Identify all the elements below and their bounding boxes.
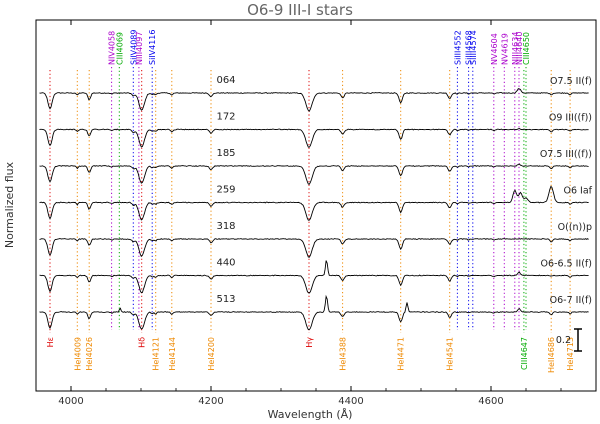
line-label-niii4640: NIII4640: [515, 32, 524, 65]
series-class-label: O6-6.5 II(f): [541, 259, 592, 270]
line-label-siiii4552: SiIII4552: [453, 30, 462, 65]
line-label-hei4009: HeI4009: [73, 337, 82, 371]
x-tick-label: 4000: [58, 396, 83, 407]
line-label-siiii4574: SiIII4574: [469, 30, 478, 65]
x-axis-label: Wavelength (Å): [268, 408, 353, 421]
line-label-hε: Hε: [46, 337, 55, 347]
x-axis-ticks: 4000 4200 4400 4600: [35, 20, 597, 407]
line-label-siiv4089: SiIV4089: [129, 30, 138, 66]
scale-bar-label: 0.2: [556, 335, 571, 346]
line-label-ciii4650: CIII4650: [522, 32, 531, 65]
series-id-label: 440: [216, 258, 235, 269]
x-tick-label: 4200: [198, 396, 223, 407]
line-label-hei4388: HeI4388: [339, 337, 348, 371]
line-label-hγ: Hγ: [305, 337, 314, 348]
line-label-ciii4069: CIII4069: [115, 32, 124, 65]
spectrum-line-172: [39, 128, 589, 148]
line-label-ciii4647: CIII4647: [520, 337, 529, 370]
series-class-label: O7.5 II(f): [550, 76, 592, 87]
line-label-siiii4568: SiIII4568: [465, 30, 474, 65]
line-label-hei4471: HeI4471: [397, 337, 406, 371]
series-class-label: O6 Iaf: [563, 186, 592, 197]
spectrum-line-440: [39, 260, 589, 294]
y-axis-label: Normalized flux: [3, 161, 16, 248]
line-label-nv4604: NV4604: [490, 33, 499, 65]
spectrum-line-259: [39, 185, 589, 221]
spectra-group: 064 O7.5 II(f) 172 O9 III((f)) 185 O7.5 III((…: [39, 75, 593, 331]
series-id-label: 259: [216, 185, 235, 196]
spectrum-line-318: [39, 238, 589, 258]
series-class-label: O9 III((f)): [549, 113, 592, 124]
line-label-hei4144: HeI4144: [168, 337, 177, 371]
line-label-hei4026: HeI4026: [85, 337, 94, 371]
series-id-label: 064: [216, 75, 235, 86]
chart-title: O6-9 III-I stars: [247, 1, 353, 19]
spectrum-line-513: [39, 294, 589, 331]
x-tick-label: 4600: [478, 396, 503, 407]
spectrum-line-064: [39, 88, 589, 112]
series-class-label: O((n))p: [558, 222, 592, 233]
plot-frame: [35, 19, 597, 392]
line-label-nv4619: NV4619: [500, 33, 509, 65]
line-label-niv4058: NIV4058: [108, 31, 117, 65]
line-label-hei4713: HeI4713: [566, 337, 575, 371]
series-class-label: O7.5 III((f)): [540, 149, 592, 160]
line-label-niii4097: NIII4097: [135, 32, 144, 65]
scale-bar: 0.2: [556, 328, 582, 352]
series-id-label: 185: [216, 148, 235, 159]
line-label-siiv4116: SiIV4116: [148, 30, 157, 66]
line-label-hei4541: HeI4541: [446, 337, 455, 371]
line-label-hei4121: HeI4121: [152, 337, 161, 371]
line-label-niii4634: NIII4634: [511, 32, 520, 65]
series-class-label: O6-7 II(f): [550, 295, 592, 306]
series-id-label: 318: [216, 221, 235, 232]
line-label-hδ: Hδ: [138, 337, 147, 348]
series-id-label: 172: [216, 112, 235, 123]
line-label-heii4686: HeII4686: [547, 337, 556, 373]
x-tick-label: 4400: [338, 396, 363, 407]
bottom-line-markers: Hε HeI4009 HeI4026 Hδ HeI4121 HeI4144 HeI4200 H…: [46, 70, 575, 373]
series-id-label: 513: [216, 294, 235, 305]
line-label-hei4200: HeI4200: [207, 337, 216, 371]
spectrum-line-185: [39, 163, 589, 185]
